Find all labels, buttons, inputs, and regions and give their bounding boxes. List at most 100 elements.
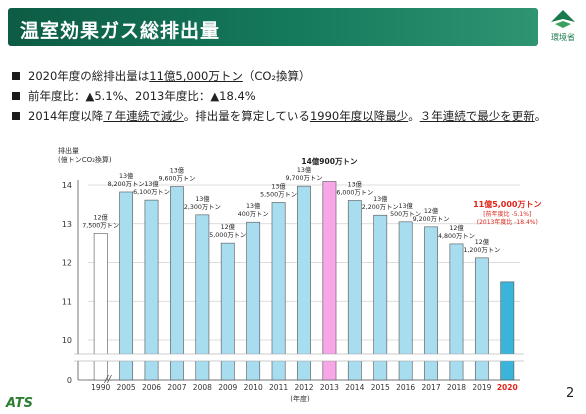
header: 温室効果ガス総排出量 環境省 (0, 0, 586, 52)
bar-2017 (424, 226, 438, 381)
bar-label: 13億 (170, 166, 185, 175)
bar-label: 6,100万トン (133, 188, 170, 196)
bar-2020 (500, 281, 515, 381)
x-tick-label: 2019 (472, 383, 491, 392)
bar-label: 13億 (144, 179, 159, 188)
bar-label: 13億 (246, 201, 261, 210)
x-tick-label: 2012 (294, 383, 313, 392)
y-tick-label: 11 (62, 297, 72, 306)
bullet-text: 1990年度以降最少 (309, 109, 409, 123)
title-band: 温室効果ガス総排出量 (8, 8, 538, 46)
bar-label: 2,300万トン (184, 203, 221, 211)
bullet-item: 2014年度以降７年連続で減少。排出量を算定している1990年度以降最少。３年連… (12, 106, 582, 126)
bar-2012 (297, 185, 311, 381)
bullet-text: 。 (408, 109, 420, 123)
bullet-text: 。排出量を算定している (183, 109, 310, 123)
page-title: 温室効果ガス総排出量 (20, 20, 221, 42)
y-tick-label: 12 (62, 259, 72, 268)
bar-label-2020: 11億5,000万トン (473, 199, 541, 209)
bar-label: 13億 (271, 181, 286, 190)
bar-2015 (373, 214, 388, 381)
y-tick-label: 14 (62, 181, 72, 190)
bar-label: 12億 (94, 212, 109, 221)
bar-label: 13億 (398, 201, 413, 210)
bar-label: 12億 (475, 237, 490, 246)
axis-break (74, 354, 524, 361)
bar-2011 (271, 202, 286, 381)
bullet-text: 11億5,000万トン (149, 69, 243, 83)
bullet-text: 2014年度以降 (28, 109, 104, 123)
x-tick-label: 2014 (345, 383, 364, 392)
bullet-text: （CO₂換算） (242, 69, 311, 83)
bar-2013 (322, 181, 337, 381)
bullet-square-icon (12, 112, 20, 120)
bullet-item: 前年度比：▲5.1%、2013年度比：▲18.4% (12, 86, 582, 106)
bar-label: 6,000万トン (336, 189, 373, 197)
x-tick-label: 2010 (244, 383, 263, 392)
bullet-square-icon (12, 92, 20, 100)
bar-2010 (246, 221, 261, 381)
bar-2018 (449, 243, 464, 381)
bar-label: 5,000万トン (209, 231, 246, 239)
bar-label: 13億 (119, 171, 134, 180)
ministry-logo: 環境省 (545, 8, 581, 42)
x-tick-label: 2007 (167, 383, 186, 392)
x-tick-label: 2020 (497, 383, 518, 392)
bar-2016 (398, 221, 413, 381)
bar-note-2020: (2013年度比 -18.4%) (477, 218, 538, 226)
ministry-name: 環境省 (551, 33, 575, 42)
x-tick-label: 2018 (447, 383, 466, 392)
bar-2008 (195, 214, 210, 381)
bar-label: 500万トン (390, 210, 421, 218)
x-break-mark (104, 374, 109, 384)
bar-label: 9,600万トン (158, 175, 195, 183)
y-axis-label: 排出量 (58, 146, 79, 155)
x-axis-label: (年度) (290, 394, 310, 403)
x-tick-label: 2015 (371, 383, 390, 392)
bar-label: 9,200万トン (413, 215, 450, 223)
y-tick-label: 0 (67, 376, 72, 385)
bar-label: 7,500万トン (82, 221, 119, 229)
x-tick-label: 2006 (142, 383, 161, 392)
bar-label: 2,200万トン (362, 203, 399, 211)
bar-label: 5,500万トン (260, 190, 297, 198)
bullet-item: 2020年度の総排出量は11億5,000万トン（CO₂換算） (12, 66, 582, 86)
x-tick-label: 2008 (193, 383, 212, 392)
x-tick-label: 2017 (422, 383, 441, 392)
bar-label: 1,200万トン (463, 246, 500, 254)
bar-label: 12億 (449, 223, 464, 232)
bar-label: 13億 (297, 165, 312, 174)
y-tick-label: 13 (62, 220, 72, 229)
bar-1990 (93, 233, 108, 381)
bullet-text: ７年連続で減少 (103, 109, 184, 123)
x-tick-label: 2013 (320, 383, 339, 392)
x-tick-label: 2016 (396, 383, 415, 392)
bar-2014 (347, 200, 362, 381)
bar-2006 (144, 199, 159, 381)
x-tick-label: 1990 (91, 383, 110, 392)
bar-label-2013: 14億900万トン (301, 156, 358, 166)
bar-2007 (170, 186, 184, 381)
y-axis-label: (億トンCO₂換算) (58, 155, 112, 164)
x-tick-label: 2011 (269, 383, 288, 392)
x-tick-label: 2005 (117, 383, 136, 392)
footer-logo: ATS (6, 396, 34, 411)
emissions-bar-chart: 0 10 11 12 13 14 排出量(億トンCO₂換算) 1990 2005 2006 2007… (58, 146, 542, 403)
bar-note-2020: [前年度比 -5.1%] (483, 210, 531, 218)
bar-label: 4,800万トン (438, 232, 475, 240)
bullet-text: 2020年度の総排出量は (28, 69, 150, 83)
y-tick-label: 10 (62, 336, 72, 345)
ministry-emblem-icon (551, 10, 575, 28)
bar-label: 13億 (348, 180, 363, 189)
bar-label: 13億 (195, 194, 210, 203)
bullet-text: ３年連続で最少を更新 (419, 109, 535, 123)
bar-label: 400万トン (238, 210, 269, 218)
bar-label: 13億 (373, 194, 388, 203)
bar-label: 12億 (221, 222, 236, 231)
bar-label: 8,200万トン (108, 180, 145, 188)
x-tick-label: 2009 (218, 383, 237, 392)
page-number: 2 (566, 386, 575, 401)
bar-label: 12億 (424, 206, 439, 215)
summary-bullets: 2020年度の総排出量は11億5,000万トン（CO₂換算） 前年度比：▲5.1%… (12, 66, 582, 126)
bar-2005 (119, 191, 134, 381)
